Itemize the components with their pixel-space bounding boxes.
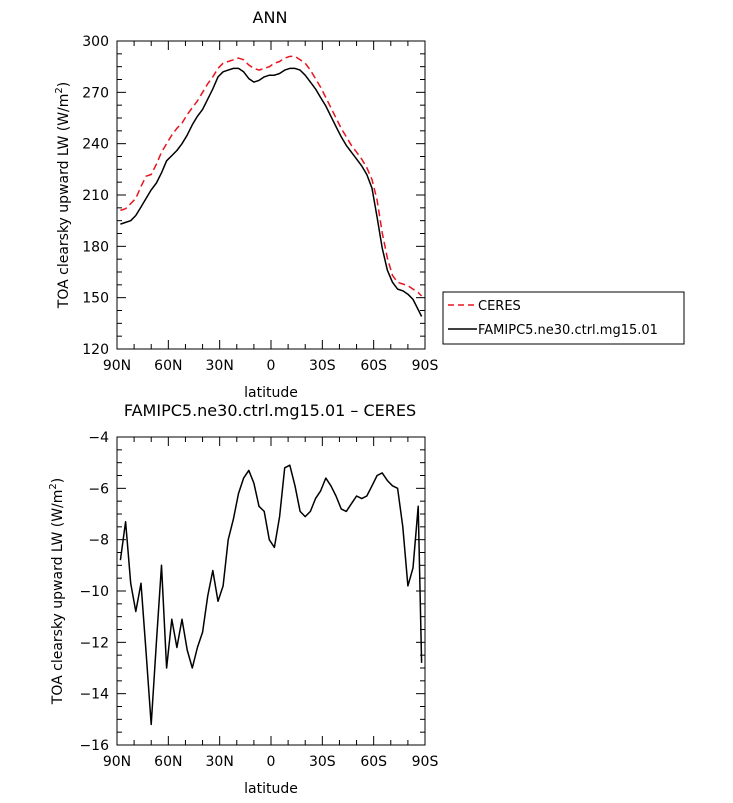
top-y-tick-label: 300 [82, 34, 109, 50]
top-chart-frame [116, 40, 426, 350]
top-chart-plot-area [120, 55, 423, 317]
bottom-y-tick-label: −10 [79, 584, 109, 600]
top-chart-xlabel: latitude [244, 385, 298, 401]
top-x-tick-label: 90S [412, 358, 439, 374]
bottom-chart-ylabel: TOA clearsky upward LW (W/m2) [48, 478, 66, 705]
top-chart-title: ANN [253, 8, 288, 27]
top-chart: ANN 90N 60N 30N 0 30S 60S 90S 120 150 180 210 240 27… [54, 8, 685, 401]
top-chart-ylabel: TOA clearsky upward LW (W/m2) [54, 82, 72, 309]
legend-box [442, 291, 685, 345]
bottom-x-tick-label: 0 [267, 754, 276, 770]
top-y-tick-label: 120 [82, 342, 109, 358]
top-x-tick-label: 60S [360, 358, 387, 374]
top-y-tick-label: 210 [82, 188, 109, 204]
top-chart-ticks: 90N 60N 30N 0 30S 60S 90S 120 150 180 210 240 270 300 [82, 34, 438, 374]
bottom-x-tick-label: 90S [412, 754, 439, 770]
top-x-tick-label: 30N [206, 358, 234, 374]
bottom-chart: FAMIPC5.ne30.ctrl.mg15.01 – CERES 90N 60N… [48, 401, 438, 797]
top-chart-legend: CERES FAMIPC5.ne30.ctrl.mg15.01 [442, 291, 685, 345]
top-y-tick-label: 240 [82, 137, 109, 153]
top-series-line-0 [120, 55, 423, 297]
bottom-chart-plot-area [119, 464, 423, 726]
bottom-series-line-0 [119, 464, 423, 726]
bottom-x-tick-label: 60N [154, 754, 182, 770]
top-y-tick-label: 180 [82, 239, 109, 255]
legend-label-model: FAMIPC5.ne30.ctrl.mg15.01 [478, 323, 658, 338]
bottom-x-tick-label: 30N [206, 754, 234, 770]
bottom-y-tick-label: −14 [79, 687, 109, 703]
bottom-chart-ticks: 90N 60N 30N 0 30S 60S 90S −16 −14 −12 −10 −8 −6 −4 [79, 430, 438, 770]
top-y-tick-label: 270 [82, 85, 109, 101]
bottom-y-tick-label: −4 [88, 430, 109, 446]
bottom-x-tick-label: 30S [309, 754, 336, 770]
legend-label-ceres: CERES [478, 299, 521, 314]
bottom-x-tick-label: 60S [360, 754, 387, 770]
bottom-y-tick-label: −12 [79, 635, 109, 651]
top-x-tick-label: 30S [309, 358, 336, 374]
top-y-tick-label: 150 [82, 291, 109, 307]
top-x-tick-label: 60N [154, 358, 182, 374]
bottom-chart-frame [116, 436, 426, 746]
bottom-y-tick-label: −6 [88, 481, 109, 497]
top-x-tick-label: 90N [103, 358, 131, 374]
bottom-y-tick-label: −8 [88, 533, 109, 549]
top-x-tick-label: 0 [267, 358, 276, 374]
bottom-chart-title: FAMIPC5.ne30.ctrl.mg15.01 – CERES [124, 401, 416, 420]
top-series-line-1 [120, 67, 423, 317]
bottom-y-tick-label: −16 [79, 738, 109, 754]
bottom-x-tick-label: 90N [103, 754, 131, 770]
bottom-chart-xlabel: latitude [244, 781, 298, 797]
